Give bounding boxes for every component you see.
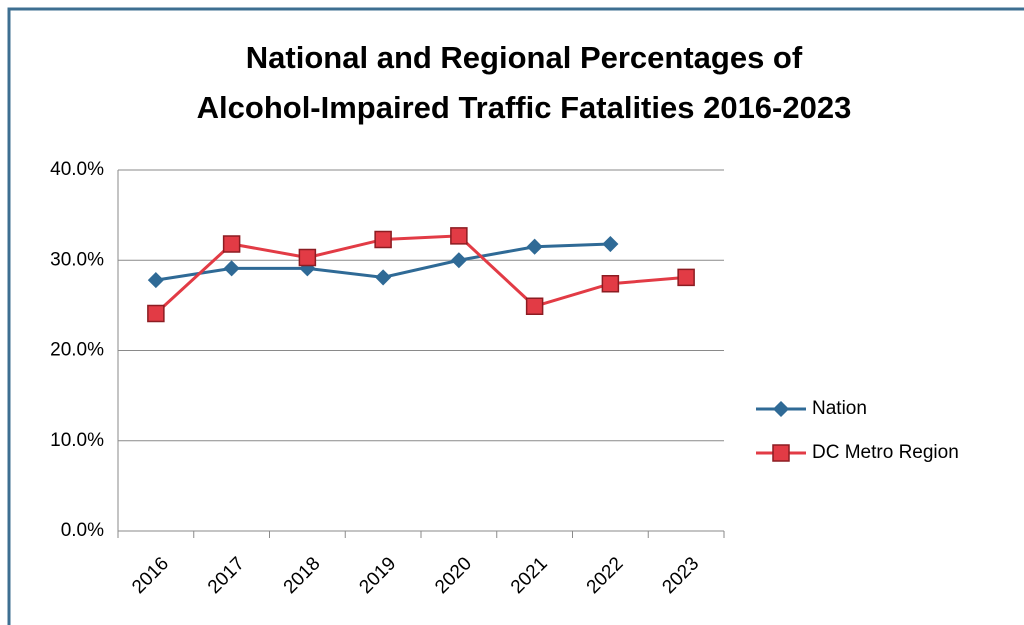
legend-label: Nation (812, 398, 867, 419)
diamond-marker (772, 400, 790, 418)
diamond-marker (526, 238, 543, 255)
chart-title: National and Regional Percentages of (246, 40, 803, 75)
square-marker (222, 235, 241, 253)
y-tick-label: 40.0% (50, 159, 104, 180)
square-marker (147, 304, 165, 323)
y-tick-label: 20.0% (50, 340, 104, 361)
y-tick-label: 0.0% (61, 520, 104, 541)
chart-frame (7, 7, 1024, 625)
square-marker (772, 444, 790, 462)
y-tick-label: 10.0% (50, 430, 104, 451)
square-marker (298, 248, 317, 267)
diamond-marker (375, 269, 392, 286)
square-marker (525, 297, 544, 316)
square-marker (374, 230, 392, 249)
diamond-marker (450, 252, 467, 269)
square-marker (601, 274, 620, 293)
diamond-marker (602, 235, 619, 253)
square-marker (677, 268, 695, 287)
y-tick-label: 30.0% (50, 249, 104, 270)
chart-title: Alcohol-Impaired Traffic Fatalities 2016… (197, 90, 852, 125)
series-line (154, 234, 687, 315)
diamond-marker (147, 272, 164, 289)
legend-label: DC Metro Region (812, 442, 959, 463)
square-marker (450, 227, 468, 245)
diamond-marker (223, 260, 240, 277)
